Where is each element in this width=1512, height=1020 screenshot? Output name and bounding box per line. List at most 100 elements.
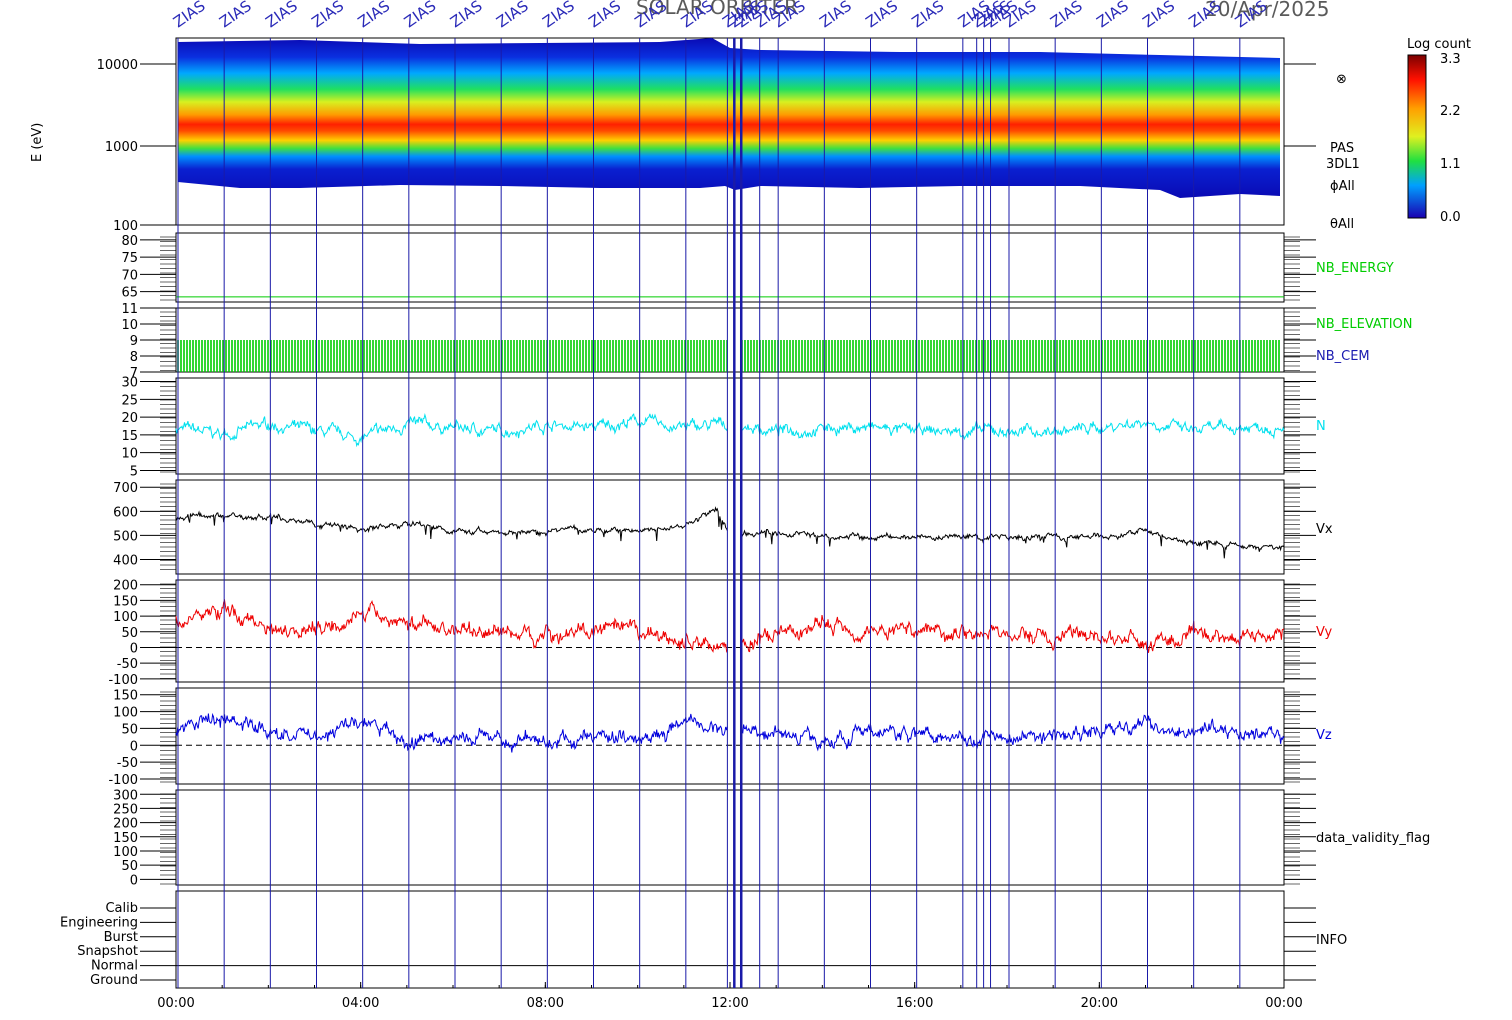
colorbar: Log count 3.3 2.2 1.1 0.0 bbox=[1407, 37, 1471, 225]
spectrogram-tick-100: 100 bbox=[113, 219, 138, 234]
panel-frame bbox=[175, 232, 1285, 303]
spectrogram-tick-10000: 10000 bbox=[97, 58, 138, 73]
spectrogram-ylabel: E (eV) bbox=[30, 123, 45, 162]
y-tick-label: -50 bbox=[117, 756, 138, 771]
panel-info: CalibEngineeringBurstSnapshotNormalGroun… bbox=[60, 890, 1347, 989]
y-tick-label: 5 bbox=[130, 464, 138, 479]
line-panels: 80757065NB_ENERGY1110987NB_ELEVATIONNB_C… bbox=[60, 232, 1430, 989]
spectrogram-frame bbox=[175, 37, 1285, 226]
marker-label: ZIAS bbox=[816, 0, 855, 31]
x-tick-label: 08:00 bbox=[527, 996, 564, 1011]
panel-label: NB_ENERGY bbox=[1316, 261, 1394, 276]
y-tick-label: 75 bbox=[121, 251, 138, 266]
y-tick-label: 11 bbox=[121, 302, 138, 317]
series-line bbox=[175, 598, 1285, 654]
y-tick-label: 30 bbox=[121, 376, 138, 391]
y-tick-label: 400 bbox=[113, 554, 138, 569]
marker-label: ZIAS bbox=[493, 0, 532, 31]
y-tick-label: 0 bbox=[130, 873, 138, 888]
marker-label: ZIAS bbox=[585, 0, 624, 31]
date-title: 20/Apr/2025 bbox=[1205, 0, 1329, 21]
y-tick-label: 7 bbox=[130, 366, 138, 381]
y-tick-label: 65 bbox=[121, 286, 138, 301]
series-line bbox=[175, 413, 1285, 448]
series-line bbox=[175, 506, 1285, 559]
y-tick-label: 8 bbox=[130, 350, 138, 365]
panel-label: NB_CEM bbox=[1316, 349, 1370, 364]
y-tick-label: 100 bbox=[113, 610, 138, 625]
y-tick-label: 150 bbox=[113, 831, 138, 846]
panel-frame bbox=[175, 789, 1285, 886]
colorbar-tick-0.0: 0.0 bbox=[1440, 210, 1461, 225]
panel-frame bbox=[175, 687, 1285, 785]
info-level-label: Ground bbox=[90, 973, 138, 988]
y-tick-label: 250 bbox=[113, 802, 138, 817]
panel-label: Vx bbox=[1316, 522, 1333, 537]
panel-frame bbox=[175, 377, 1285, 475]
info-level-label: Burst bbox=[104, 930, 138, 945]
marker-label: ZIAS bbox=[1139, 0, 1178, 31]
y-tick-label: 700 bbox=[113, 481, 138, 496]
y-tick-label: 9 bbox=[130, 334, 138, 349]
x-tick-label: 00:00 bbox=[157, 996, 194, 1011]
y-tick-label: 100 bbox=[113, 845, 138, 860]
y-tick-label: -100 bbox=[108, 773, 138, 788]
x-tick-label: 20:00 bbox=[1081, 996, 1118, 1011]
series-line bbox=[175, 712, 1285, 753]
spectrogram-symbol: ⊗ bbox=[1336, 72, 1347, 87]
colorbar-gradient bbox=[1407, 54, 1427, 219]
x-tick-label: 12:00 bbox=[711, 996, 748, 1011]
spectrogram-label-phi: ϕAll bbox=[1330, 179, 1355, 194]
time-axis: 00:00 04:00 08:00 12:00 16:00 20:00 00:00 bbox=[157, 982, 1303, 1011]
marker-label: ZIAS bbox=[170, 0, 209, 31]
marker-label: ZIAS bbox=[216, 0, 255, 31]
colorbar-tick-2.2: 2.2 bbox=[1440, 104, 1461, 119]
y-tick-label: 20 bbox=[121, 411, 138, 426]
panel-label: N bbox=[1316, 419, 1326, 434]
y-tick-label: 200 bbox=[113, 579, 138, 594]
marker-label: ZIAS bbox=[1093, 0, 1132, 31]
y-tick-label: 150 bbox=[113, 689, 138, 704]
marker-label: ZIAS bbox=[909, 0, 948, 31]
y-tick-label: 200 bbox=[113, 817, 138, 832]
y-tick-label: -100 bbox=[108, 673, 138, 688]
y-tick-label: 500 bbox=[113, 529, 138, 544]
panel-label: INFO bbox=[1316, 933, 1347, 948]
y-tick-label: 150 bbox=[113, 594, 138, 609]
marker-label: ZIAS bbox=[1047, 0, 1086, 31]
x-tick-label: 00:00 bbox=[1265, 996, 1302, 1011]
y-tick-label: 600 bbox=[113, 505, 138, 520]
panel-nb_energy: 80 75 70 65 NB_ENERGY bbox=[121, 232, 1394, 303]
panel-density: 30 25 20 15 10 5 N bbox=[121, 376, 1325, 480]
panel-label: NB_ELEVATION bbox=[1316, 317, 1413, 332]
y-tick-label: 25 bbox=[121, 393, 138, 408]
info-level-label: Calib bbox=[105, 901, 138, 916]
y-tick-label: 0 bbox=[130, 739, 138, 754]
y-tick-label: 50 bbox=[121, 722, 138, 737]
y-tick-label: 10 bbox=[121, 447, 138, 462]
spectrogram-tick-1000: 1000 bbox=[105, 140, 138, 155]
y-tick-label: -50 bbox=[117, 657, 138, 672]
spectrogram-image bbox=[178, 38, 1280, 198]
spectrogram-label-theta: θAll bbox=[1330, 217, 1354, 232]
y-tick-label: 10 bbox=[121, 318, 138, 333]
marker-label: ZIAS bbox=[447, 0, 486, 31]
colorbar-tick-3.3: 3.3 bbox=[1440, 52, 1461, 67]
panel-frame bbox=[175, 479, 1285, 575]
spectrogram-label-3dl1: 3DL1 bbox=[1326, 157, 1360, 172]
y-tick-label: 15 bbox=[121, 429, 138, 444]
panel-label: data_validity_flag bbox=[1316, 831, 1430, 846]
panel-vx: 700 600 500 400 Vx bbox=[113, 479, 1333, 575]
x-tick-label: 16:00 bbox=[896, 996, 933, 1011]
info-level-label: Engineering bbox=[60, 915, 138, 930]
panel-frame bbox=[175, 579, 1285, 683]
x-tick-label: 04:00 bbox=[342, 996, 379, 1011]
mission-title: SOLAR ORBITER bbox=[636, 0, 798, 19]
panel-frame bbox=[175, 890, 1285, 989]
marker-label: ZIAS bbox=[401, 0, 440, 31]
